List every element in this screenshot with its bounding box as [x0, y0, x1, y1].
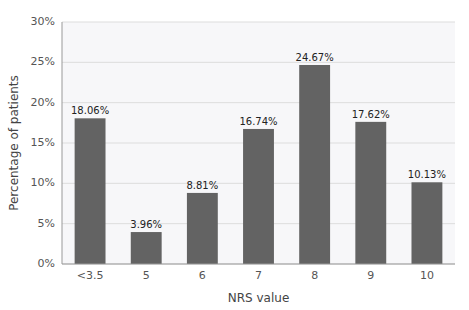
y-axis-label: Percentage of patients: [7, 75, 21, 211]
bar: [355, 122, 386, 264]
y-axis-line: [62, 22, 63, 264]
grid-line: [62, 62, 455, 63]
y-tick-label: 10%: [31, 176, 55, 189]
data-label: 3.96%: [130, 219, 162, 230]
bar: [243, 129, 274, 264]
x-tick-label: 6: [199, 269, 206, 282]
y-tick-label: 0%: [38, 257, 55, 270]
page: {"chart_data": {"type": "bar", "categori…: [0, 0, 469, 310]
bars: [75, 65, 443, 264]
y-tick-label: 30%: [31, 15, 55, 28]
bar: [187, 193, 218, 264]
y-tick-labels: 0% 5% 10% 15% 20% 25% 30%: [31, 15, 55, 270]
bar: [411, 182, 442, 264]
bar: [299, 65, 330, 264]
x-axis-label: NRS value: [228, 291, 290, 305]
data-label: 18.06%: [71, 105, 109, 116]
data-label: 10.13%: [408, 169, 446, 180]
x-tick-label: 10: [420, 269, 434, 282]
grid-line: [62, 102, 455, 103]
y-tick-label: 25%: [31, 55, 55, 68]
x-tick-label: <3.5: [77, 269, 104, 282]
x-tick-label: 9: [367, 269, 374, 282]
grid-line: [62, 22, 455, 23]
y-tick-label: 20%: [31, 96, 55, 109]
y-tick-label: 5%: [38, 217, 55, 230]
x-tick-labels: <3.5 5 6 7 8 9 10: [77, 269, 434, 282]
x-axis-line: [62, 264, 455, 265]
data-label: 16.74%: [239, 116, 277, 127]
plot-background: [62, 22, 455, 264]
bar: [131, 232, 162, 264]
grid-line: [62, 264, 455, 265]
y-grid: [62, 22, 455, 264]
x-tick-label: 5: [143, 269, 150, 282]
data-labels: 18.06% 3.96% 8.81% 16.74% 24.67% 17.62% 10.13%: [71, 52, 446, 230]
x-tick-label: 8: [311, 269, 318, 282]
y-tick-label: 15%: [31, 136, 55, 149]
x-tick-label: 7: [255, 269, 262, 282]
bar: [75, 118, 106, 264]
chart: 0% 5% 10% 15% 20% 25% 30% 18.06% 3.96% 8.81% 16.74…: [0, 0, 469, 310]
data-label: 17.62%: [352, 109, 390, 120]
data-label: 24.67%: [296, 52, 334, 63]
data-label: 8.81%: [186, 180, 218, 191]
